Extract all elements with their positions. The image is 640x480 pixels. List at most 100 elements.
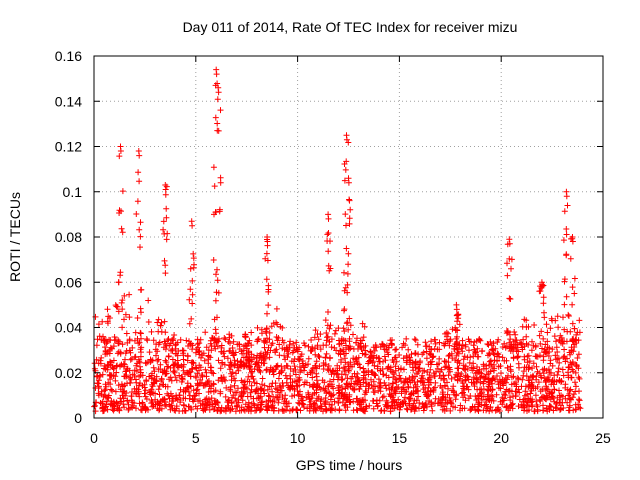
data-point — [557, 332, 564, 339]
data-point — [559, 366, 566, 373]
data-point — [569, 320, 576, 327]
data-point — [208, 347, 215, 354]
data-point — [326, 401, 333, 408]
data-point — [212, 400, 219, 407]
data-point — [480, 380, 487, 387]
data-point — [551, 398, 558, 405]
data-point — [180, 356, 187, 363]
data-point — [111, 365, 117, 372]
data-point — [379, 394, 386, 401]
data-point — [162, 262, 169, 269]
data-point — [423, 355, 430, 362]
data-point — [430, 387, 437, 394]
y-tick-label: 0.1 — [63, 184, 83, 200]
data-point — [541, 346, 548, 353]
data-point — [541, 375, 548, 382]
data-point — [504, 403, 510, 410]
data-point — [538, 285, 545, 291]
data-point — [455, 346, 461, 353]
data-point — [193, 374, 200, 381]
data-point — [194, 336, 201, 343]
data-point — [146, 373, 153, 380]
data-point — [412, 388, 419, 395]
data-point — [474, 345, 481, 352]
data-point — [96, 333, 103, 340]
data-point — [199, 405, 206, 412]
data-point — [156, 391, 163, 398]
data-point — [276, 392, 283, 398]
axis-ticks: 0 5 10 15 20 25 0 0.02 0.04 0.06 0.08 0.1 0.12 0.14 0.… — [55, 48, 611, 446]
data-point — [381, 353, 388, 360]
data-point — [180, 395, 187, 402]
data-point — [138, 335, 144, 342]
data-point — [541, 349, 547, 356]
data-point — [514, 374, 521, 381]
data-point — [477, 374, 484, 381]
data-point — [456, 360, 463, 367]
data-point — [150, 337, 157, 344]
data-point — [558, 392, 565, 399]
data-point — [159, 381, 166, 388]
data-point — [92, 313, 99, 320]
data-point — [211, 406, 218, 412]
data-point — [511, 380, 518, 387]
data-point — [344, 319, 351, 326]
data-point — [565, 364, 572, 371]
data-point — [495, 378, 501, 385]
data-point — [575, 351, 582, 358]
data-point — [382, 357, 389, 364]
data-point — [563, 226, 570, 232]
data-point — [268, 323, 275, 330]
data-point — [370, 405, 377, 412]
data-point — [369, 369, 376, 376]
data-point — [453, 391, 460, 398]
data-point — [526, 358, 533, 365]
data-point — [340, 325, 347, 332]
data-point — [148, 357, 155, 364]
data-point — [529, 338, 535, 345]
data-point — [344, 289, 351, 296]
data-point — [527, 397, 534, 404]
data-point — [164, 363, 171, 370]
data-point — [478, 402, 485, 408]
data-point — [577, 405, 584, 412]
data-point — [266, 383, 273, 390]
data-point — [430, 353, 437, 360]
data-point — [551, 372, 558, 379]
data-point — [330, 391, 337, 398]
data-point — [169, 356, 176, 363]
data-point — [504, 260, 510, 267]
data-point — [454, 349, 461, 356]
data-point — [210, 164, 217, 171]
data-point — [469, 403, 476, 410]
data-point — [563, 252, 570, 259]
data-point — [260, 337, 267, 344]
data-point — [124, 398, 131, 404]
data-point — [472, 370, 479, 377]
data-point — [291, 386, 298, 393]
data-point — [565, 313, 572, 319]
data-point — [308, 369, 315, 376]
data-point — [385, 382, 392, 388]
data-point — [512, 331, 519, 338]
data-point — [175, 364, 182, 371]
y-tick-label: 0.14 — [55, 93, 82, 109]
y-tick-label: 0 — [74, 410, 82, 426]
data-point — [566, 387, 573, 394]
data-point — [460, 389, 466, 396]
data-point — [222, 393, 229, 400]
data-point — [480, 393, 487, 400]
data-point — [117, 272, 124, 279]
data-point — [445, 353, 452, 359]
data-point — [557, 406, 564, 412]
data-point — [143, 360, 150, 367]
data-point — [573, 383, 579, 390]
data-point — [346, 215, 353, 222]
data-point — [260, 387, 267, 394]
data-point — [186, 369, 193, 376]
data-point — [263, 276, 270, 283]
data-point — [216, 208, 223, 215]
data-point — [299, 360, 306, 367]
data-point — [297, 407, 304, 414]
data-point — [141, 384, 148, 391]
